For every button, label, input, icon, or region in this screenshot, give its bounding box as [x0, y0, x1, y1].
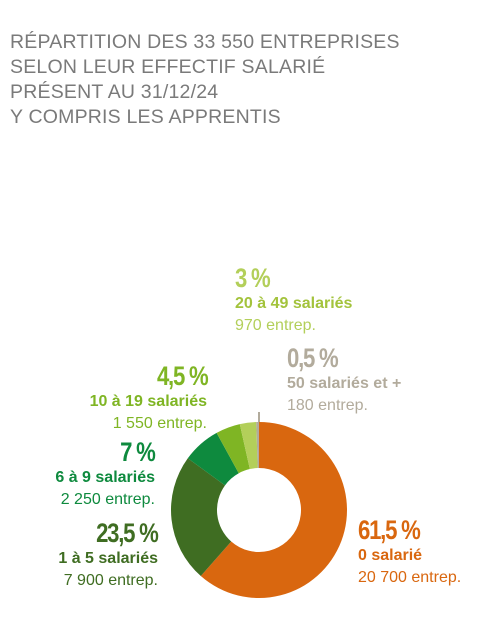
count-label: 180 entrep. — [287, 397, 368, 414]
percent-label: 0,5 % — [287, 343, 339, 373]
percent-label: 4,5 % — [156, 361, 209, 391]
slice-50-plus — [256, 422, 259, 469]
slice-label: 0 salarié — [358, 547, 423, 564]
count-label: 20 700 entrep. — [358, 569, 462, 586]
title-line: SELON LEUR EFFECTIF SALARIÉ — [10, 56, 326, 78]
chart-title: RÉPARTITION DES 33 550 ENTREPRISES SELON… — [10, 30, 480, 130]
slice-0-salarie — [200, 422, 347, 598]
slice-6-9 — [187, 432, 239, 486]
title-line: Y COMPRIS LES APPRENTIS — [10, 106, 281, 128]
slice-1-5 — [171, 458, 232, 577]
label-group-20-49: 3 % 20 à 49 salariés 970 entrep. — [235, 263, 352, 337]
percent-label: 3 % — [235, 263, 271, 293]
slice-label: 20 à 49 salariés — [235, 295, 353, 312]
label-group-0: 61,5 % 0 salarié 20 700 entrep. — [358, 515, 461, 589]
label-group-10-19: 4,5 % 10 à 19 salariés 1 550 entrep. — [89, 361, 209, 435]
slice-20-49 — [239, 422, 258, 470]
count-label: 7 900 entrep. — [63, 572, 158, 589]
slice-label: 1 à 5 salariés — [58, 550, 158, 567]
label-group-6-9: 7 % 6 à 9 salariés 2 250 entrep. — [55, 437, 157, 511]
label-group-1-5: 23,5 % 1 à 5 salariés 7 900 entrep. — [58, 518, 159, 592]
slice-10-19 — [216, 424, 250, 474]
percent-label: 23,5 % — [96, 518, 159, 548]
percent-label: 61,5 % — [358, 515, 421, 545]
count-label: 970 entrep. — [235, 317, 316, 334]
percent-label: 7 % — [120, 437, 157, 467]
title-line: RÉPARTITION DES 33 550 ENTREPRISES — [10, 31, 400, 53]
count-label: 1 550 entrep. — [112, 415, 207, 432]
slice-label: 50 salariés et + — [287, 375, 402, 392]
title-line: PRÉSENT AU 31/12/24 — [10, 81, 219, 103]
slice-label: 6 à 9 salariés — [55, 469, 155, 486]
count-label: 2 250 entrep. — [60, 491, 155, 508]
slice-label: 10 à 19 salariés — [89, 393, 207, 410]
label-group-50-plus: 0,5 % 50 salariés et + 180 entrep. — [287, 343, 401, 417]
